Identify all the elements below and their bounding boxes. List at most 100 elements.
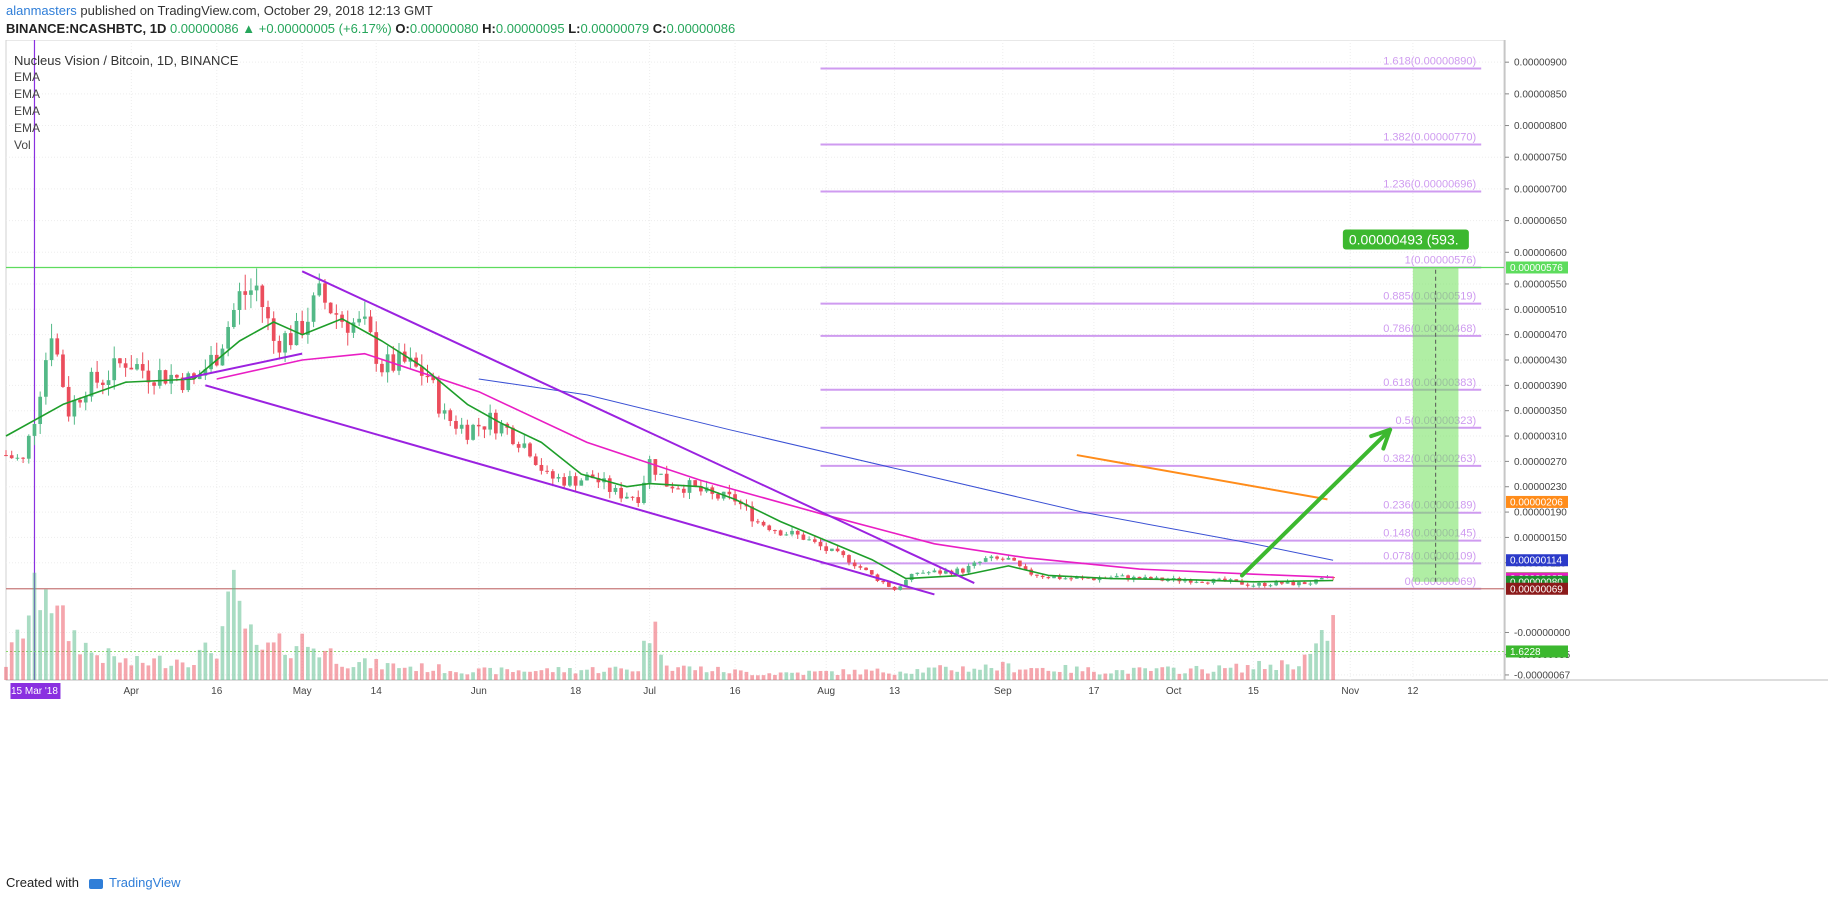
volume-bar	[49, 613, 54, 680]
volume-bar	[249, 624, 253, 680]
volume-bar	[545, 668, 549, 680]
candle-body	[562, 477, 567, 486]
volume-bar	[647, 643, 652, 680]
volume-bar	[476, 668, 481, 680]
volume-bar	[1291, 669, 1296, 680]
candle-body	[1074, 577, 1079, 579]
legend-ema-4[interactable]: EMA	[14, 121, 41, 135]
volume-bar	[915, 669, 920, 680]
x-tick-label: 18	[570, 686, 582, 697]
tradingview-link[interactable]: TradingView	[108, 875, 181, 890]
candle-body	[995, 556, 999, 559]
candle-body	[1257, 582, 1261, 586]
price-badge	[1506, 261, 1568, 274]
candle-body	[488, 412, 492, 430]
volume-bar	[260, 649, 265, 680]
candle-body	[362, 316, 367, 319]
volume-bar	[237, 600, 242, 680]
volume-bar	[784, 672, 789, 680]
candle-body	[271, 318, 276, 341]
candle-body	[157, 370, 162, 386]
volume-bar	[152, 658, 156, 680]
candle-body	[175, 374, 179, 378]
volume-bar	[89, 652, 94, 680]
candle-body	[545, 470, 549, 472]
volume-bar	[1280, 660, 1284, 680]
volume-bar	[676, 667, 680, 680]
candle-body	[459, 424, 464, 429]
low-value: 0.00000079	[580, 21, 650, 36]
volume-bar	[419, 663, 424, 680]
candle-body	[881, 580, 886, 583]
volume-bar	[9, 642, 14, 680]
candle-body	[311, 295, 316, 322]
candle-body	[607, 478, 612, 492]
volume-bar	[220, 626, 225, 680]
candle-body	[579, 480, 584, 486]
candle-body	[44, 360, 48, 397]
volume-bar	[163, 668, 168, 680]
candle-body	[1217, 578, 1222, 580]
candle-body	[733, 494, 737, 502]
candle-body	[784, 534, 789, 536]
candle-body	[830, 548, 834, 551]
candle-body	[847, 555, 851, 563]
volume-bar	[317, 657, 322, 680]
volume-bar	[351, 667, 356, 680]
candle-body	[1114, 575, 1119, 578]
candle-body	[921, 572, 925, 574]
author-link[interactable]: alanmasters	[6, 3, 77, 18]
candle-body	[568, 476, 572, 486]
candle-body	[955, 568, 960, 575]
volume-bar	[710, 671, 715, 680]
volume-bar	[38, 610, 43, 680]
y-tick-label: 0.00000310	[1514, 432, 1567, 443]
candle-body	[1234, 579, 1239, 581]
candle-body	[431, 377, 436, 381]
volume-bar	[1160, 667, 1165, 680]
candle-body	[237, 291, 242, 310]
last-price: 0.00000086	[169, 21, 239, 36]
candle-body	[807, 539, 811, 541]
volume-bar	[283, 654, 287, 680]
volume-bar	[1325, 640, 1330, 680]
volume-bar	[727, 673, 732, 680]
candle-body	[78, 399, 82, 403]
candle-body	[773, 530, 777, 532]
candle-body	[226, 327, 230, 349]
volume-bar	[1183, 673, 1187, 680]
candle-body	[26, 435, 31, 459]
volume-bar	[733, 669, 737, 680]
candle-body	[892, 586, 897, 590]
volume-bar	[1126, 673, 1130, 680]
candle-body	[613, 487, 618, 492]
volume-bar	[1018, 669, 1022, 680]
candle-body	[21, 457, 25, 459]
candle-body	[266, 307, 270, 319]
price-chart[interactable]: 0.00000900 0.00000850 0.00000800 0.00000750…	[0, 40, 1828, 872]
legend-volume[interactable]: Vol	[14, 138, 31, 152]
volume-bar	[1103, 673, 1108, 680]
volume-bar	[909, 673, 914, 680]
candle-body	[664, 473, 669, 487]
fib-level-label: 1(0.00000576)	[1405, 254, 1477, 266]
legend-ema-3[interactable]: EMA	[14, 104, 41, 118]
volume-bar	[328, 648, 333, 680]
legend-ema-2[interactable]: EMA	[14, 87, 41, 101]
volume-bar	[1080, 671, 1085, 680]
volume-bar	[613, 666, 618, 680]
candle-body	[1120, 575, 1125, 577]
x-tick-label: Aug	[817, 686, 835, 697]
y-tick-label: 0.00000470	[1514, 330, 1567, 341]
volume-bar	[1308, 653, 1313, 680]
legend-ema-1[interactable]: EMA	[14, 70, 41, 84]
volume-bar	[32, 572, 37, 680]
candle-body	[15, 457, 20, 459]
candle-body	[824, 546, 829, 551]
candle-body	[300, 320, 305, 335]
volume-bar	[812, 671, 817, 680]
candle-body	[835, 548, 840, 552]
target-zone-badge	[1342, 229, 1469, 250]
volume-bar	[1251, 669, 1256, 680]
y-tick-label: 0.00000510	[1514, 305, 1567, 316]
